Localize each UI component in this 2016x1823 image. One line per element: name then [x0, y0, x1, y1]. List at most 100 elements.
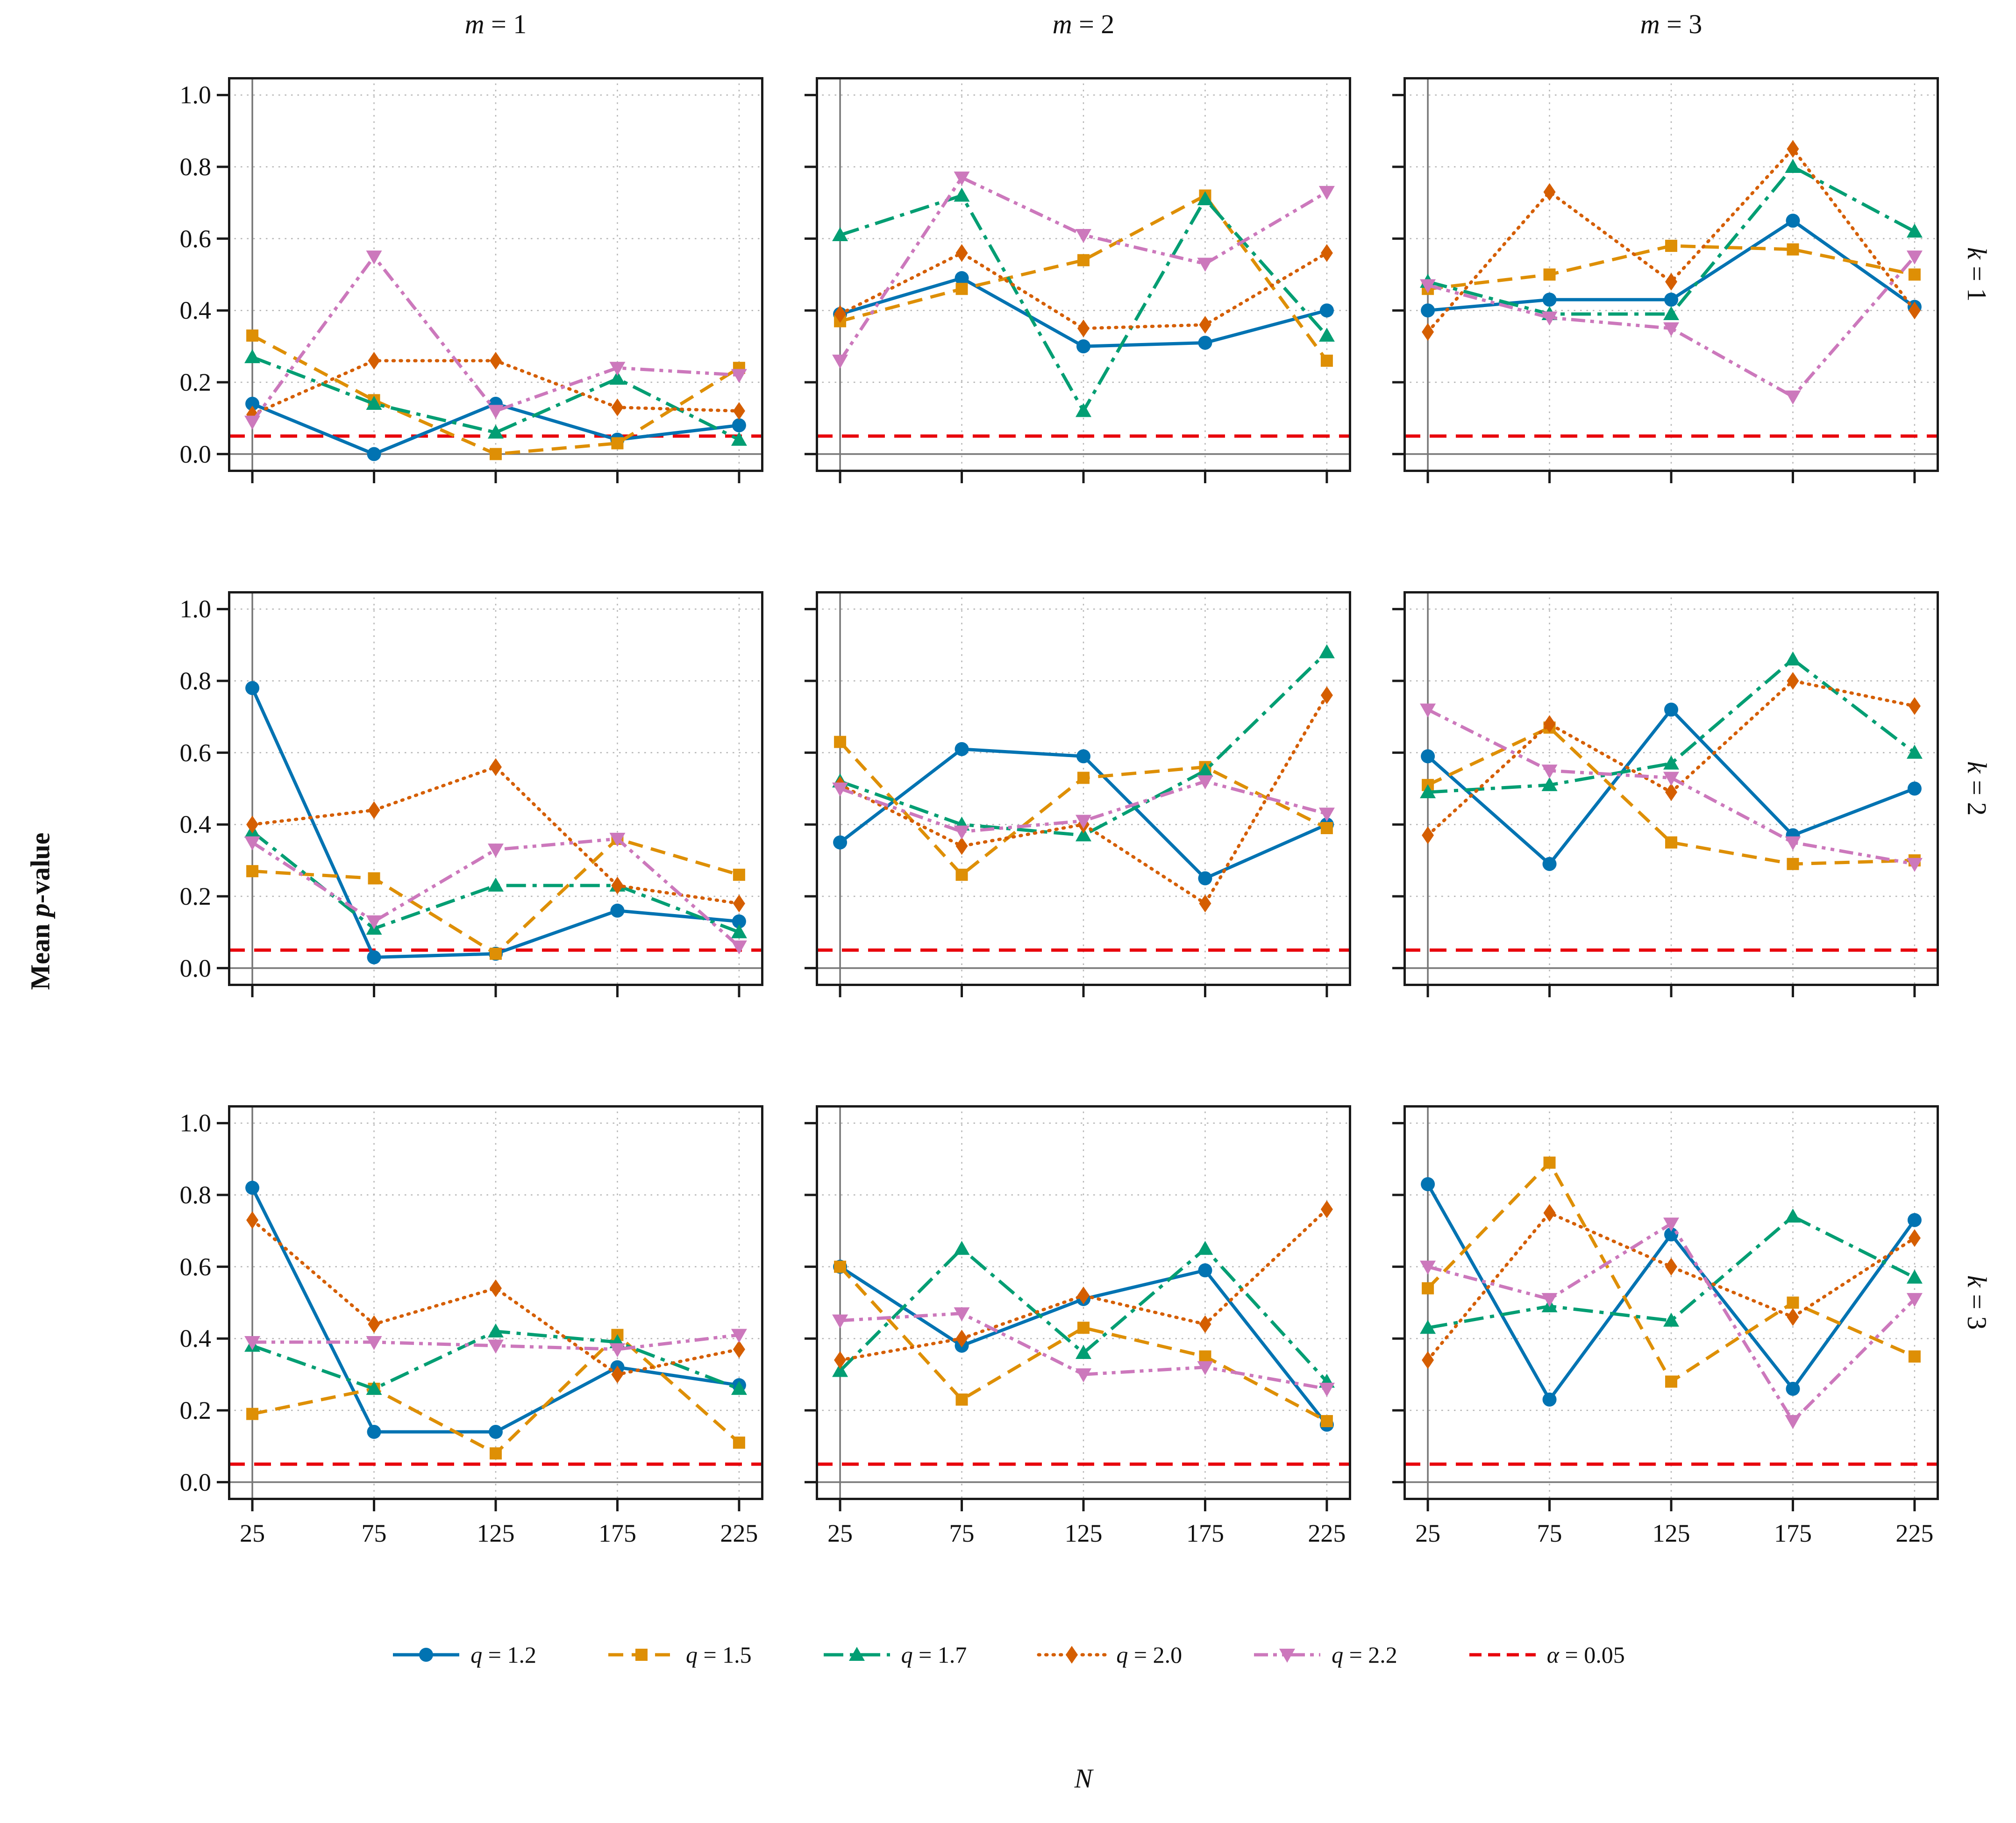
legend-label: q = 1.7 — [901, 1642, 967, 1668]
marker-q2.2 — [366, 915, 382, 929]
marker-q1.2 — [1542, 1392, 1557, 1407]
marker-q1.5 — [1199, 1350, 1211, 1363]
subplot-k3-m1: 0.0 0.2 0.4 0.6 0.8 1.0 25 75 125 175 225 — [180, 1105, 763, 1547]
marker-q2.0 — [1199, 1315, 1211, 1333]
marker-q1.5 — [1543, 1156, 1556, 1169]
marker-q2.0 — [246, 406, 259, 424]
x-tick-label: 225 — [1308, 1519, 1346, 1547]
marker-q1.2 — [1664, 1227, 1678, 1242]
marker-q1.5 — [1787, 858, 1799, 870]
marker-q1.5 — [733, 868, 745, 881]
y-tick-label: 0.8 — [179, 1181, 212, 1209]
y-tick-label: 0.6 — [179, 224, 212, 253]
marker-q1.7 — [832, 1363, 848, 1377]
marker-q1.5 — [368, 872, 380, 885]
legend-item: q = 1.2 — [391, 1641, 536, 1668]
col-title-m1: m = 1 — [464, 9, 527, 39]
chart-k3-m2 — [805, 1105, 1351, 1511]
marker-q2.2 — [1663, 1217, 1679, 1232]
marker-q2.0 — [1787, 1308, 1799, 1326]
marker-q2.2 — [832, 354, 848, 369]
y-tick-label: 0.6 — [179, 738, 212, 767]
marker-q1.7 — [731, 431, 747, 446]
y-tick-label: 0.0 — [179, 440, 212, 468]
marker-q2.0 — [246, 1211, 259, 1229]
marker-q1.2 — [1198, 1263, 1212, 1278]
series-line-q1.5 — [839, 1265, 1328, 1423]
marker-q1.5 — [490, 1447, 502, 1460]
marker-q1.7 — [1197, 763, 1213, 777]
marker-q1.2 — [245, 397, 260, 411]
marker-q2.0 — [834, 1351, 847, 1369]
series-line-q1.7 — [251, 355, 740, 441]
marker-q1.2 — [732, 914, 746, 929]
marker-q2.2 — [1420, 1260, 1436, 1275]
marker-q2.2 — [731, 1329, 747, 1343]
y-tick-label: 0.6 — [179, 1252, 212, 1281]
subplot-k2-m2 — [805, 591, 1351, 997]
marker-q2.2 — [1663, 772, 1679, 786]
marker-q1.5 — [611, 437, 624, 450]
marker-q2.2 — [1076, 229, 1091, 243]
x-tick-label: 25 — [827, 1519, 853, 1547]
row-title-k3: k = 3 — [1962, 1275, 1992, 1330]
marker-q1.2 — [1664, 702, 1678, 717]
marker-q2.2 — [1785, 390, 1801, 405]
legend-sample-icon — [393, 1648, 460, 1662]
marker-q1.2 — [610, 903, 625, 918]
marker-q1.2 — [1421, 1177, 1435, 1191]
marker-q1.2 — [732, 418, 746, 433]
marker-q1.2 — [1542, 857, 1557, 871]
legend-marker — [1066, 1646, 1078, 1664]
series-line-q1.7 — [1427, 165, 1916, 316]
marker-q2.0 — [1320, 1200, 1333, 1218]
marker-q2.0 — [955, 837, 968, 855]
subplot-k3-m3: 25 75 125 175 225 — [1392, 1105, 1939, 1547]
marker-q2.0 — [611, 398, 624, 416]
chart-k2-m1 — [217, 591, 763, 997]
chart-k1-m3 — [1392, 77, 1939, 483]
marker-q1.7 — [1197, 191, 1213, 206]
marker-q2.2 — [1420, 703, 1436, 718]
legend-marker — [419, 1648, 434, 1662]
marker-q1.5 — [955, 283, 968, 295]
marker-q1.2 — [245, 681, 260, 695]
marker-q1.2 — [1664, 293, 1678, 307]
chart-k3-m3 — [1392, 1105, 1939, 1511]
marker-q2.2 — [609, 362, 626, 376]
marker-q1.5 — [955, 1393, 968, 1406]
marker-q2.2 — [244, 1336, 261, 1350]
y-tick-label: 0.0 — [179, 1468, 212, 1496]
marker-q2.0 — [368, 801, 380, 819]
marker-q1.7 — [1076, 403, 1091, 417]
y-tick-label: 1.0 — [179, 595, 212, 623]
marker-q2.2 — [244, 836, 261, 851]
marker-q1.2 — [833, 835, 848, 850]
marker-q1.5 — [246, 865, 259, 878]
legend: q = 1.2 q = 1.5 q = 1.7 q = 2.0 q = 2.2 α = 0… — [0, 1641, 2016, 1668]
marker-q1.7 — [1785, 1208, 1801, 1223]
marker-q2.2 — [832, 1314, 848, 1329]
marker-q2.0 — [733, 402, 745, 420]
marker-q1.2 — [245, 1180, 260, 1195]
marker-q1.5 — [246, 329, 259, 342]
col-title-m2: m = 2 — [1052, 9, 1115, 39]
marker-q1.2 — [489, 1425, 503, 1439]
marker-q1.7 — [488, 877, 504, 892]
marker-q1.2 — [367, 447, 381, 461]
marker-q1.7 — [366, 1380, 382, 1395]
marker-q2.2 — [1785, 836, 1801, 851]
marker-q2.0 — [368, 1315, 380, 1333]
x-tick-label: 125 — [1652, 1519, 1690, 1547]
series-line-q1.2 — [250, 687, 740, 959]
legend-item: q = 2.2 — [1252, 1641, 1397, 1668]
legend-label: q = 1.5 — [685, 1642, 752, 1668]
chart-k3-m1 — [217, 1105, 763, 1511]
series-line-q2.0 — [250, 765, 741, 905]
subplot-k1-m3 — [1392, 77, 1939, 483]
chart-k1-m1 — [217, 77, 763, 483]
marker-q1.5 — [1665, 836, 1677, 849]
marker-q1.2 — [367, 950, 381, 965]
marker-q2.2 — [1420, 279, 1436, 293]
marker-q2.0 — [1199, 316, 1211, 334]
